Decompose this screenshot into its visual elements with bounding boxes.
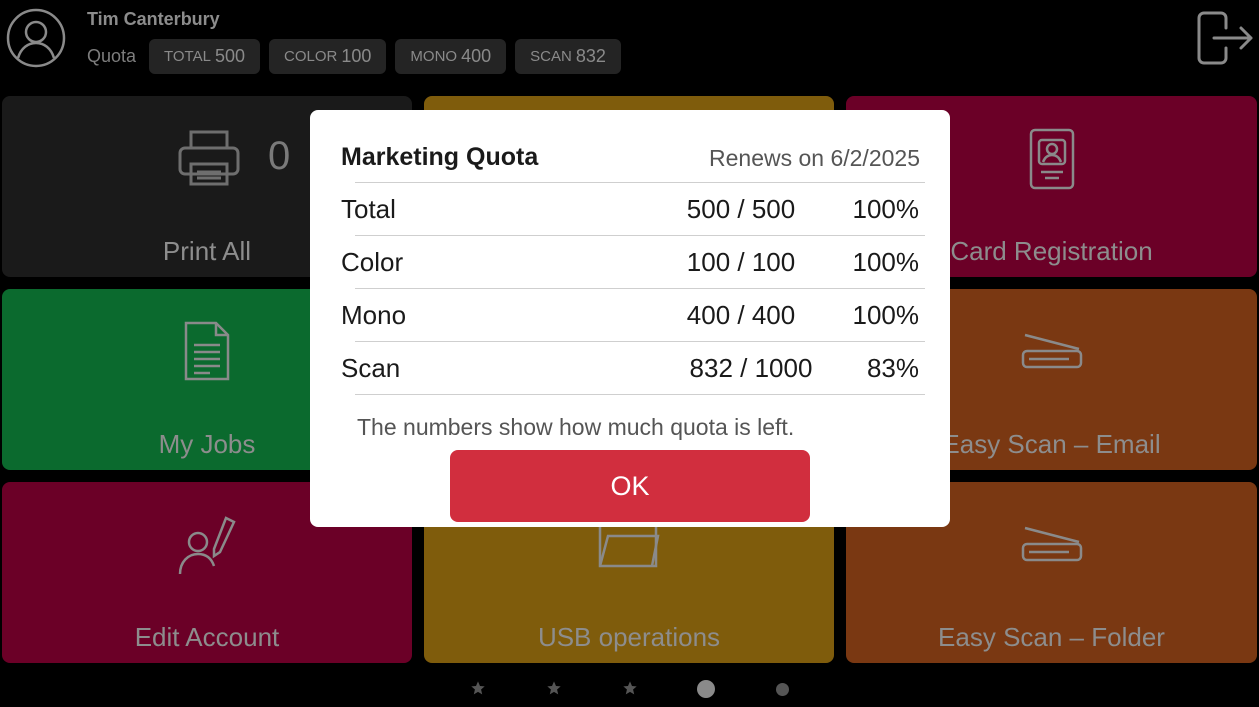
quota-name: Total — [341, 194, 396, 224]
chip-key: COLOR — [284, 48, 338, 65]
divider — [355, 288, 925, 289]
quota-row: Mono 400 / 400 100% — [341, 288, 919, 341]
ok-button[interactable]: OK — [450, 450, 810, 522]
scanner-icon — [1021, 526, 1082, 562]
quota-value: 400 / 400 — [686, 300, 796, 330]
quota-value: 500 / 500 — [686, 194, 796, 224]
tile-label: Easy Scan – Folder — [938, 622, 1165, 652]
chip-key: SCAN — [530, 48, 572, 65]
id-card-icon — [1029, 128, 1074, 190]
tile-label: Edit Account — [134, 622, 280, 652]
quota-row: Scan 832 / 1000 83% — [341, 341, 919, 394]
page-dot[interactable] — [776, 683, 789, 696]
page-star-icon[interactable] — [622, 680, 638, 696]
quota-row: Color 100 / 100 100% — [341, 235, 919, 288]
chip-value: 832 — [575, 46, 606, 66]
divider — [355, 394, 925, 395]
quota-percent: 100% — [852, 194, 920, 224]
tile-label: Print All — [162, 236, 252, 266]
divider — [355, 182, 925, 183]
quota-name: Mono — [341, 300, 407, 330]
chip-key: MONO — [410, 48, 458, 65]
dialog-title: Marketing Quota — [341, 143, 539, 171]
divider — [355, 235, 925, 236]
tile-label: USB operations — [537, 622, 721, 652]
tile-label: Easy Scan – Email — [942, 429, 1161, 459]
logout-icon[interactable] — [1196, 10, 1254, 66]
quota-row: Total 500 / 500 100% — [341, 182, 919, 235]
quota-chip-scan[interactable]: SCAN 832 — [515, 39, 621, 74]
user-edit-icon — [178, 516, 236, 575]
quota-name: Color — [341, 247, 404, 277]
dialog-note: The numbers show how much quota is left. — [357, 414, 795, 440]
user-avatar-icon[interactable] — [6, 8, 66, 68]
page-dot-current[interactable] — [697, 680, 715, 698]
quota-percent: 100% — [852, 247, 920, 277]
document-icon — [184, 321, 230, 381]
user-name: Tim Canterbury — [87, 9, 220, 29]
tile-edit-account[interactable]: Edit Account — [2, 482, 412, 663]
renew-date: Renews on 6/2/2025 — [709, 145, 920, 171]
quota-dialog: Marketing Quota Renews on 6/2/2025 Total… — [310, 110, 950, 527]
quota-chips: TOTAL 500 COLOR 100 MONO 400 SCAN 832 — [149, 39, 621, 74]
tile-label: Card Registration — [950, 236, 1153, 266]
quota-chip-color[interactable]: COLOR 100 — [269, 39, 387, 74]
quota-label: Quota — [87, 46, 137, 66]
page-star-icon[interactable] — [470, 680, 486, 696]
quota-percent: 100% — [852, 300, 920, 330]
quota-name: Scan — [341, 353, 401, 383]
quota-chip-mono[interactable]: MONO 400 — [395, 39, 507, 74]
quota-value: 832 / 1000 — [689, 353, 813, 383]
print-job-count: 0 — [268, 134, 291, 178]
chip-value: 400 — [461, 46, 492, 66]
quota-percent: 83% — [866, 353, 919, 383]
tile-label: My Jobs — [158, 429, 256, 459]
chip-value: 500 — [214, 46, 246, 66]
page-indicator — [0, 680, 1259, 700]
divider — [355, 341, 925, 342]
chip-value: 100 — [341, 46, 372, 66]
scanner-icon — [1021, 333, 1082, 369]
quota-chip-total[interactable]: TOTAL 500 — [149, 39, 261, 74]
page-star-icon[interactable] — [546, 680, 562, 696]
chip-key: TOTAL — [164, 48, 211, 65]
quota-value: 100 / 100 — [686, 247, 796, 277]
printer-icon — [178, 130, 240, 186]
